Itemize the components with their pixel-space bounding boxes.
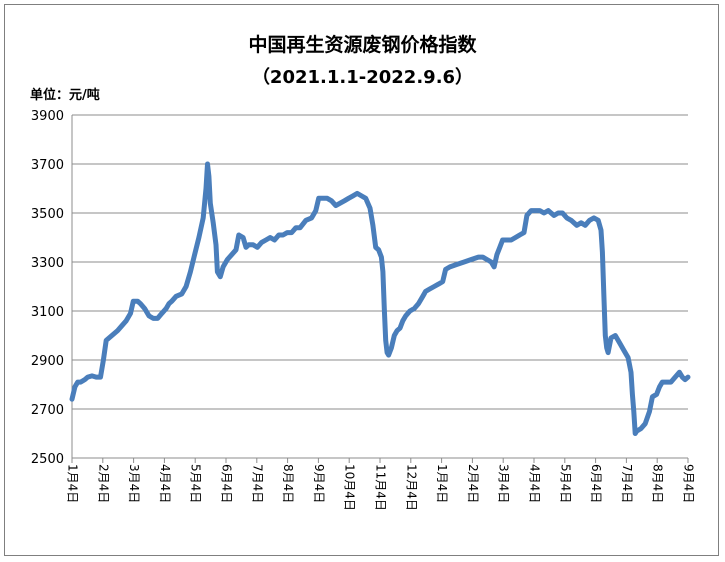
x-tick-label: 4月4日 xyxy=(158,464,172,503)
y-tick-label: 2500 xyxy=(31,452,64,467)
x-tick-label: 1月4日 xyxy=(435,464,449,503)
x-tick-label: 2月4日 xyxy=(96,464,110,503)
x-tick-label: 2月4日 xyxy=(466,464,480,503)
x-tick-label: 10月4日 xyxy=(343,464,357,511)
y-tick-label: 3300 xyxy=(31,256,64,271)
x-tick-label: 6月4日 xyxy=(220,464,234,503)
chart-subtitle: （2021.1.1-2022.9.6） xyxy=(251,67,474,88)
y-tick-label: 3500 xyxy=(31,207,64,222)
x-tick-label: 12月4日 xyxy=(404,464,418,511)
y-tick-label: 2900 xyxy=(31,354,64,369)
x-tick-label: 5月4日 xyxy=(189,464,203,503)
x-tick-label: 7月4日 xyxy=(250,464,264,503)
chart-title: 中国再生资源废钢价格指数 xyxy=(248,34,477,56)
x-tick-label: 8月4日 xyxy=(281,464,295,503)
x-tick-label: 3月4日 xyxy=(497,464,511,503)
x-tick-label: 7月4日 xyxy=(620,464,634,503)
y-tick-label: 3700 xyxy=(31,158,64,173)
x-tick-label: 5月4日 xyxy=(558,464,572,503)
unit-label: 单位：元/吨 xyxy=(30,88,100,103)
y-tick-label: 2700 xyxy=(31,403,64,418)
x-tick-label: 8月4日 xyxy=(651,464,665,503)
x-tick-label: 6月4日 xyxy=(589,464,603,503)
x-tick-label: 3月4日 xyxy=(127,464,141,503)
y-tick-label: 3900 xyxy=(31,109,64,124)
x-tick-label: 4月4日 xyxy=(528,464,542,503)
price-index-series-line xyxy=(69,161,691,436)
y-tick-label: 3100 xyxy=(31,305,64,320)
x-tick-label: 1月4日 xyxy=(66,464,80,503)
x-tick-label: 9月4日 xyxy=(682,464,696,503)
x-tick-label: 9月4日 xyxy=(312,464,326,503)
x-tick-label: 11月4日 xyxy=(374,464,388,511)
chart-frame xyxy=(4,4,719,556)
